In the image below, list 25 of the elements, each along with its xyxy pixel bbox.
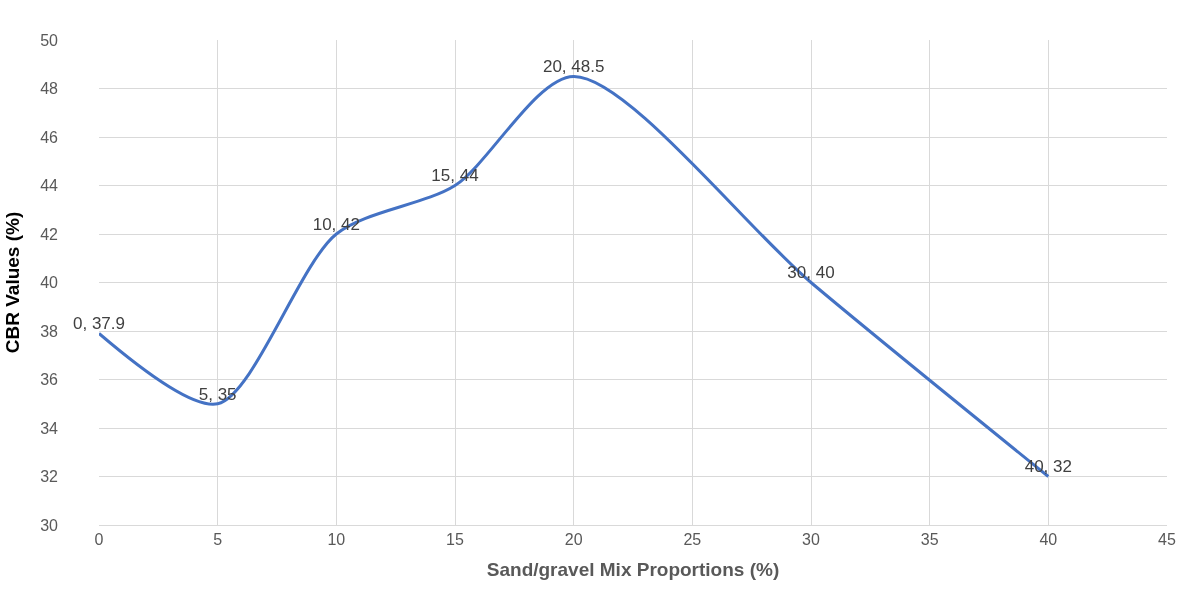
y-tick-label: 32 [40,468,59,486]
x-tick-label: 5 [213,531,223,549]
y-tick-label: 38 [40,322,59,340]
y-tick-label: 48 [40,80,59,98]
x-tick-label: 0 [94,531,104,549]
x-tick-label: 35 [920,531,939,549]
data-label: 20, 48.5 [542,57,605,77]
x-tick-label: 30 [802,531,820,549]
x-tick-label: 45 [1158,531,1176,549]
y-tick-label: 34 [40,419,59,437]
x-tick-label: 25 [683,531,702,549]
x-tick-label: 20 [564,531,583,549]
data-label: 0, 37.9 [73,314,125,334]
y-axis-title: CBR Values (%) [2,211,24,354]
y-tick-label: 36 [40,371,59,389]
y-tick-label: 46 [40,128,59,146]
x-tick-label: 10 [327,531,346,549]
x-axis-title: Sand/gravel Mix Proportions (%) [486,559,780,580]
y-tick-label: 40 [40,274,59,292]
x-tick-label: 15 [446,531,464,549]
y-tick-label: 44 [40,177,59,195]
y-tick-label: 30 [40,516,59,534]
x-tick-label: 40 [1039,531,1058,549]
y-tick-label: 50 [40,31,59,49]
y-tick-label: 42 [40,225,59,243]
